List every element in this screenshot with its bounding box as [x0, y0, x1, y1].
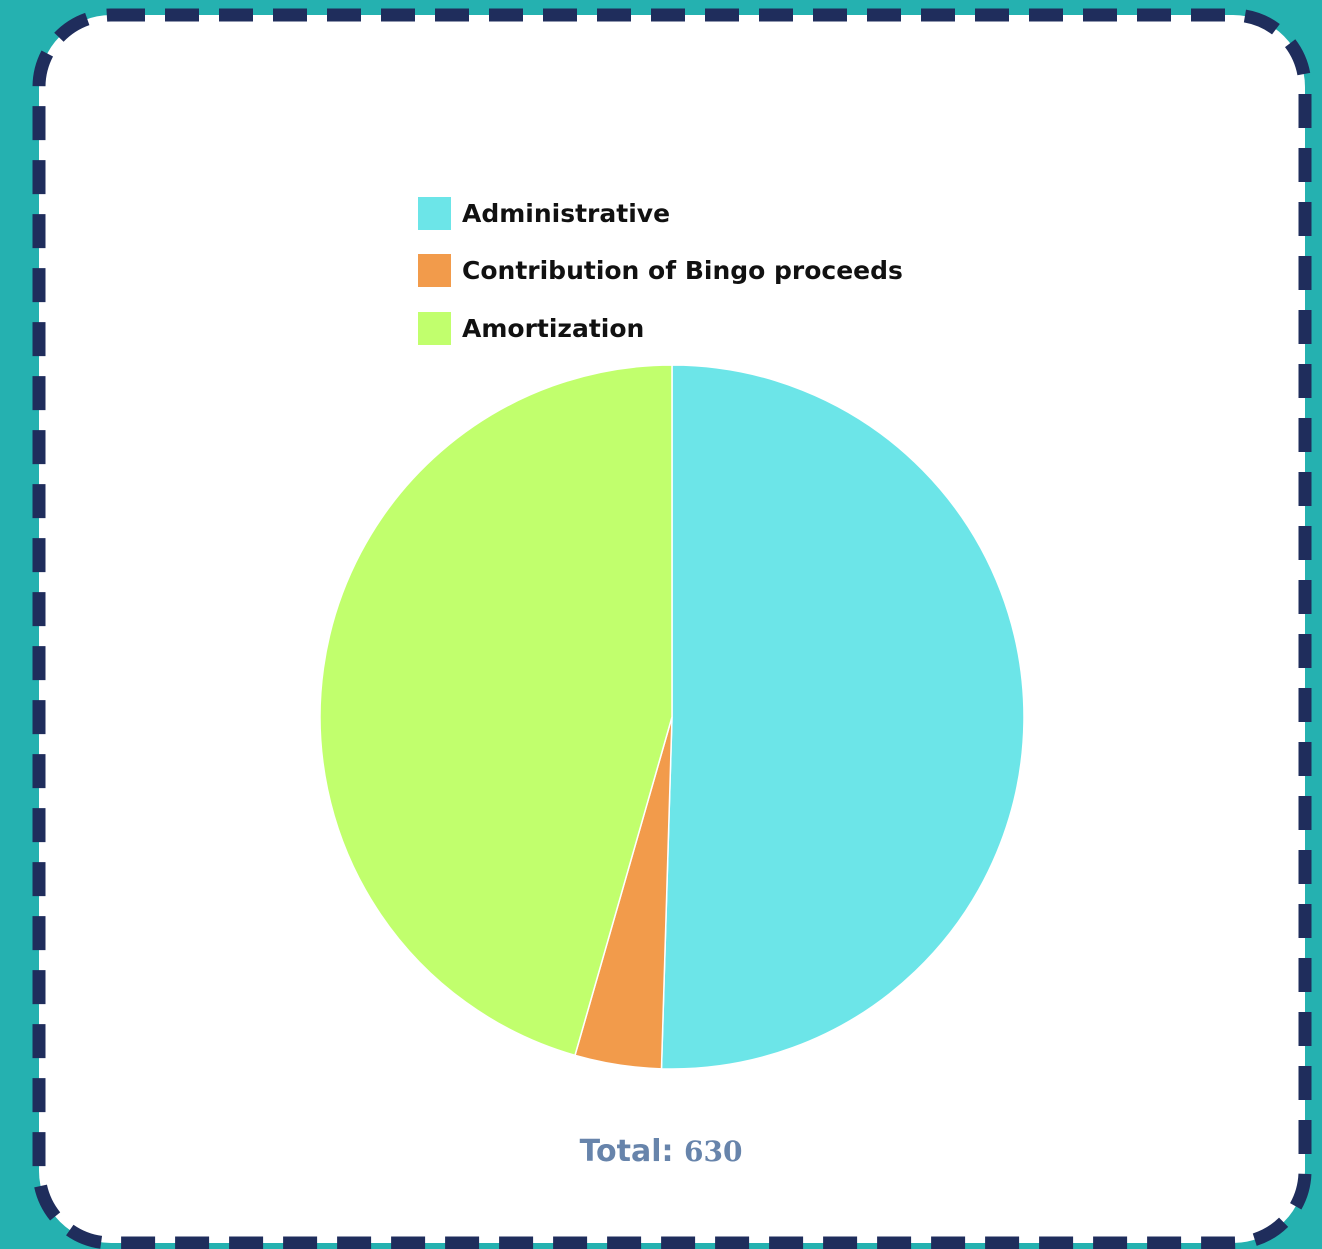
legend-swatch — [418, 196, 451, 230]
pie-slice-administrative[interactable] — [660, 364, 1025, 1070]
legend-swatch — [418, 311, 451, 345]
pie-chart — [319, 364, 1025, 1070]
legend-label: Administrative — [462, 198, 671, 228]
total-summary: Total: 630 — [0, 1134, 1322, 1169]
legend-item-administrative[interactable]: Administrative — [418, 196, 903, 230]
legend-item-bingo-contribution[interactable]: Contribution of Bingo proceeds — [418, 254, 903, 288]
legend-swatch — [418, 254, 451, 287]
pie-slice-amortization[interactable] — [319, 364, 673, 1057]
legend-label: Contribution of Bingo proceeds — [462, 256, 903, 285]
total-label: Total: — [579, 1134, 674, 1169]
legend-item-amortization[interactable]: Amortization — [418, 311, 903, 345]
chart-legend: Administrative Contribution of Bingo pro… — [418, 196, 903, 369]
total-value: 630 — [683, 1135, 743, 1168]
legend-label: Amortization — [462, 313, 645, 343]
